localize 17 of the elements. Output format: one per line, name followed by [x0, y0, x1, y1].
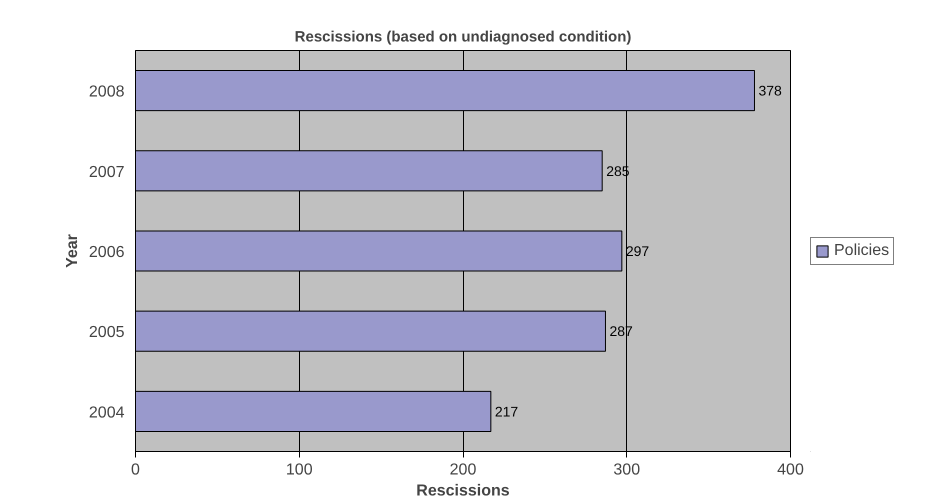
data-label: 297 — [626, 243, 650, 259]
y-tick-label: 2008 — [88, 84, 125, 101]
y-tick-label: 2004 — [88, 404, 125, 422]
chart-title: Rescissions (based on undiagnosed condition) — [294, 28, 632, 46]
data-label: 378 — [758, 82, 782, 99]
x-tick-label: 0 — [131, 462, 140, 478]
x-axis-title: Rescissions — [416, 482, 510, 500]
x-tick-label: 300 — [613, 462, 640, 478]
y-axis-title: Year — [64, 234, 81, 268]
data-label: 217 — [494, 403, 518, 420]
x-tick-label: 200 — [450, 462, 476, 478]
y-tick-label: 2007 — [88, 164, 125, 181]
y-tick-label: 2006 — [88, 244, 125, 261]
legend-label: Policies — [834, 242, 890, 260]
x-tick-label: 400 — [777, 462, 804, 478]
x-tick-label: 100 — [286, 462, 313, 478]
y-tick-label: 2005 — [88, 324, 125, 342]
